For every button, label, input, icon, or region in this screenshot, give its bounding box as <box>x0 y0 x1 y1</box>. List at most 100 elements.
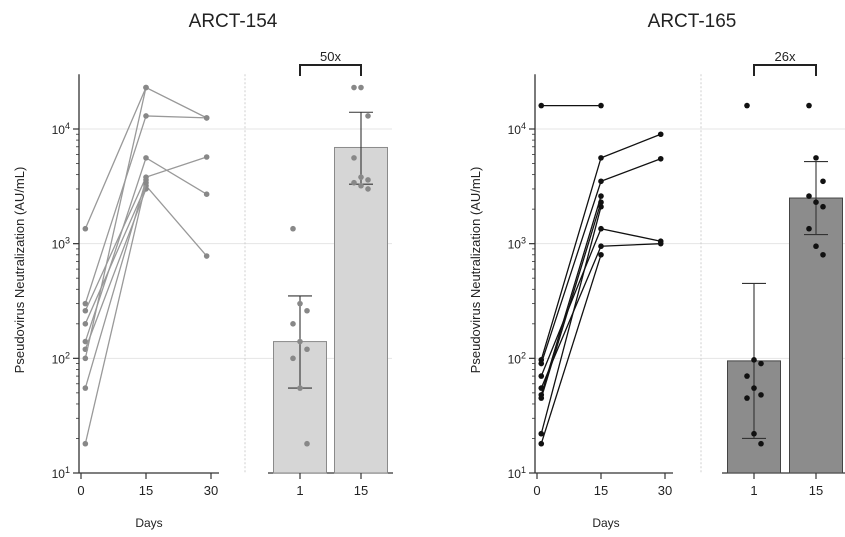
y-tick-label: 101 <box>52 465 70 481</box>
bar-point <box>758 440 764 447</box>
subject-point <box>143 155 149 161</box>
bar-point <box>304 346 310 353</box>
bar-point <box>806 102 812 109</box>
subject-point <box>538 360 545 367</box>
bar-point <box>351 155 357 161</box>
bar-point <box>744 373 750 379</box>
bar-category-label: 15 <box>809 483 823 498</box>
bar-point <box>758 392 764 398</box>
subject-point <box>538 373 545 379</box>
subject-point <box>82 225 89 232</box>
subject-point <box>657 131 664 138</box>
bar-point <box>806 225 812 232</box>
subject-point <box>657 155 664 162</box>
x-tick-label: 0 <box>77 483 84 498</box>
bar-point <box>751 357 757 363</box>
panel-title: ARCT-154 <box>189 11 278 32</box>
subject-line <box>84 184 208 325</box>
subject-point <box>203 191 210 198</box>
subject-point <box>143 84 149 91</box>
panel-arct-154: ARCT-154 Pseudovirus Neutralization (AU/… <box>12 11 393 530</box>
bar-point <box>744 102 750 109</box>
subject-point <box>598 203 604 210</box>
subject-point <box>203 253 210 259</box>
fold-change-label: 50x <box>320 49 341 64</box>
fold-change-label: 26x <box>775 49 796 64</box>
bar-point <box>751 385 757 391</box>
subject-point <box>538 395 545 401</box>
bar <box>334 146 388 474</box>
bar-point <box>297 385 303 391</box>
bar-point <box>813 155 819 161</box>
subject-line <box>84 182 147 444</box>
subject-point <box>538 102 545 109</box>
subject-line <box>540 201 602 399</box>
subject-point <box>598 178 604 185</box>
subject-point <box>598 225 604 232</box>
y-tick-label: 102 <box>508 350 526 366</box>
y-tick-label: 103 <box>508 236 526 252</box>
bar-point <box>358 174 364 180</box>
subject-line <box>540 227 661 377</box>
subject-point <box>82 355 89 362</box>
bar-point <box>813 199 819 205</box>
bar-category-label: 1 <box>296 483 303 498</box>
x-tick-label: 0 <box>533 483 540 498</box>
bar-point <box>351 179 357 186</box>
bar-point <box>358 182 364 189</box>
subject-line <box>540 206 602 434</box>
y-tick-label: 101 <box>508 465 526 481</box>
subject-point <box>82 321 89 327</box>
subject-point <box>538 430 545 437</box>
subject-point <box>82 307 89 314</box>
bar-point <box>744 395 750 401</box>
subject-point <box>143 179 149 186</box>
bar-point <box>751 430 757 437</box>
x-tick-label: 30 <box>658 483 672 498</box>
subject-point <box>82 440 89 447</box>
subject-point <box>203 154 210 160</box>
subject-point <box>538 440 545 447</box>
fold-change-bracket <box>753 64 817 76</box>
x-axis-label: Days <box>135 516 162 530</box>
subject-point <box>598 155 604 161</box>
subject-line <box>84 179 147 389</box>
subject-point <box>82 300 89 307</box>
bar-point <box>297 300 303 307</box>
subject-line <box>540 254 602 444</box>
subject-point <box>598 102 604 109</box>
bar-point <box>813 243 819 250</box>
panel-title: ARCT-165 <box>648 11 737 32</box>
subject-point <box>598 251 604 258</box>
bar-point <box>304 307 310 314</box>
bar-point <box>351 84 357 91</box>
bar-point <box>304 440 310 447</box>
y-tick-label: 103 <box>52 236 70 252</box>
fold-change-bracket <box>299 64 362 76</box>
subject-point <box>143 113 149 119</box>
bar-point <box>290 225 296 232</box>
subject-point <box>598 243 604 250</box>
subject-line <box>84 87 147 359</box>
subject-line <box>540 195 602 396</box>
bar-point <box>820 251 826 258</box>
x-tick-label: 15 <box>139 483 153 498</box>
bar-point <box>806 193 812 199</box>
bar-category-label: 15 <box>354 483 368 498</box>
subject-point <box>657 240 664 247</box>
subject-point <box>203 115 210 121</box>
bar-point <box>365 177 371 183</box>
bar-point <box>365 186 371 192</box>
y-tick-label: 104 <box>52 121 70 137</box>
y-tick-label: 104 <box>508 121 526 137</box>
subject-point <box>598 193 604 199</box>
bar-point <box>297 338 303 345</box>
y-axis-label: Pseudovirus Neutralization (AU/mL) <box>12 167 27 374</box>
bar-category-label: 1 <box>750 483 757 498</box>
panel-arct-165: ARCT-165 Pseudovirus Neutralization (AU/… <box>468 11 845 530</box>
bar-point <box>290 355 296 362</box>
bar-point <box>820 203 826 210</box>
y-tick-label: 102 <box>52 350 70 366</box>
bar-point <box>365 113 371 119</box>
